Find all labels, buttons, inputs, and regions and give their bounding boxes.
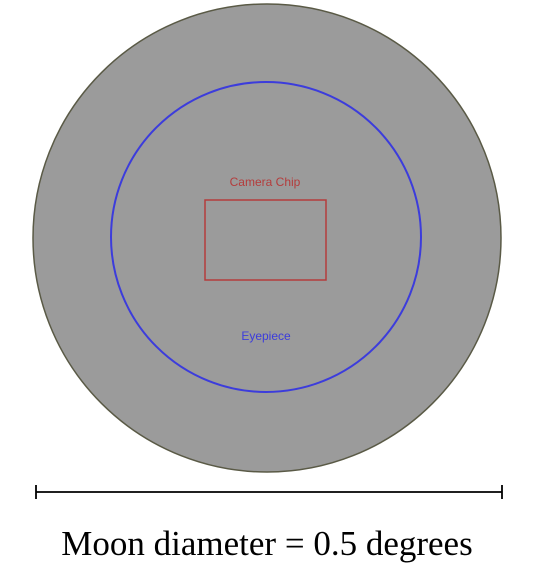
camera-chip-rect bbox=[204, 199, 327, 281]
eyepiece-circle bbox=[110, 81, 422, 393]
moon-diameter-caption: Moon diameter = 0.5 degrees bbox=[61, 524, 472, 563]
camera-chip-label: Camera Chip bbox=[230, 175, 301, 189]
eyepiece-label: Eyepiece bbox=[241, 329, 291, 343]
moon-disk bbox=[32, 3, 502, 473]
scale-bar bbox=[35, 485, 503, 499]
